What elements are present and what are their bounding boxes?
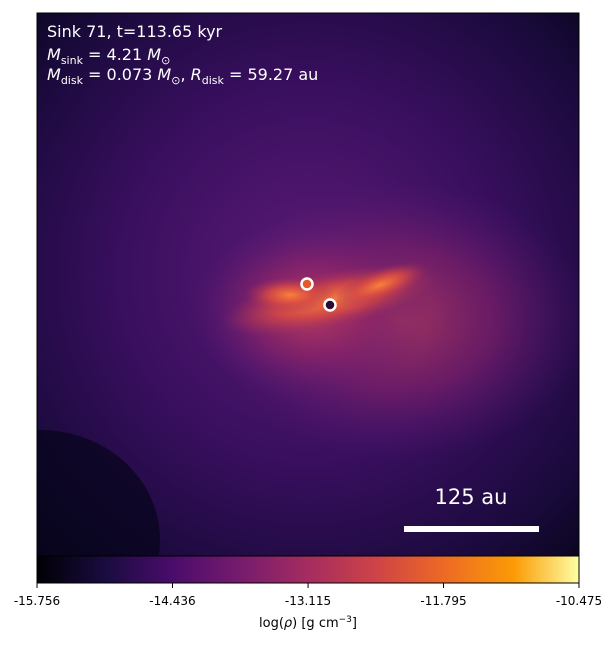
title: Sink 71, t=113.65 kyr: [47, 22, 223, 41]
scale-bar-label: 125 au: [435, 485, 508, 509]
sink-particle: [300, 277, 314, 291]
text: R: [191, 65, 202, 84]
tick-label: -10.475: [556, 594, 602, 608]
sink-particle: [323, 298, 337, 312]
text: M: [157, 65, 171, 84]
text: ,: [180, 65, 190, 84]
text: ) [g cm: [292, 616, 338, 631]
tick-label: -14.436: [149, 594, 195, 608]
text: ⊙: [161, 54, 170, 67]
text: ]: [352, 616, 357, 631]
text: = 59.27 au: [224, 65, 318, 84]
text: M: [147, 45, 161, 64]
text: ρ: [284, 616, 293, 631]
tick-label: -15.756: [14, 594, 60, 608]
disk-info: Mdisk = 0.073 M⊙, Rdisk = 59.27 au: [47, 65, 318, 87]
text: disk: [61, 74, 84, 87]
text: M: [47, 45, 61, 64]
density-image: [37, 13, 579, 556]
tick-label: -11.795: [420, 594, 466, 608]
sink-mass: Msink = 4.21 M⊙: [47, 45, 170, 67]
colorbar-ticks: -15.756 -14.436 -13.115 -11.795 -10.475: [14, 583, 602, 608]
colorbar: [36, 555, 580, 584]
text: = 4.21: [83, 45, 147, 64]
text: ⊙: [171, 74, 180, 87]
text: M: [47, 65, 61, 84]
text: −3: [339, 615, 352, 625]
text: log(: [259, 616, 284, 631]
text: = 0.073: [83, 65, 157, 84]
tick-label: -13.115: [285, 594, 331, 608]
text: sink: [61, 54, 84, 67]
colorbar-label: log(ρ) [g cm−3]: [259, 615, 357, 631]
text: disk: [202, 74, 225, 87]
